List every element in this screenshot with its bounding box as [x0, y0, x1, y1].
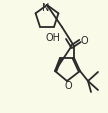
Text: O: O: [80, 36, 88, 46]
Text: OH: OH: [46, 33, 61, 43]
Text: O: O: [64, 80, 72, 90]
Text: N: N: [42, 3, 50, 13]
